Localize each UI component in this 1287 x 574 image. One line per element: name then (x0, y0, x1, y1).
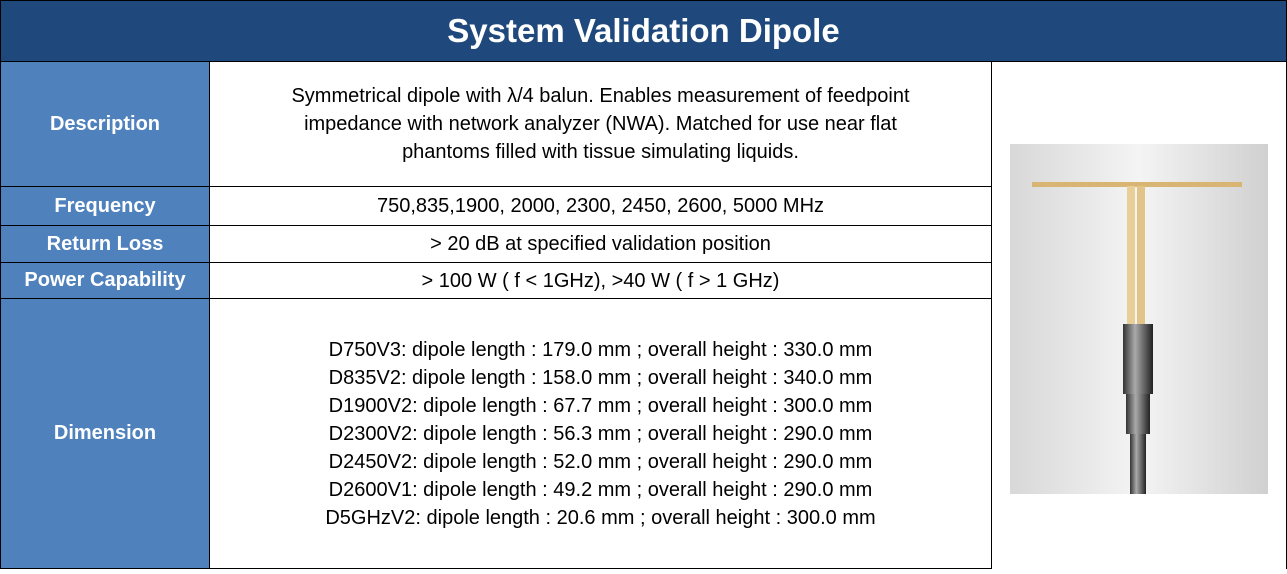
row-label: Power Capability (0, 263, 210, 299)
page: System Validation Dipole Description Symm… (0, 0, 1287, 569)
text-line: > 100 W ( f < 1GHz), >40 W ( f > 1 GHz) (422, 267, 780, 295)
row-value: > 100 W ( f < 1GHz), >40 W ( f > 1 GHz) (210, 263, 992, 299)
text-line: D2600V1: dipole length : 49.2 mm ; overa… (329, 476, 873, 504)
text-line: phantoms filled with tissue simulating l… (402, 138, 799, 166)
row-value: 750,835,1900, 2000, 2300, 2450, 2600, 50… (210, 187, 992, 226)
text-line: impedance with network analyzer (NWA). M… (304, 110, 897, 138)
row-value: D750V3: dipole length : 179.0 mm ; overa… (210, 299, 992, 569)
title: System Validation Dipole (0, 0, 1287, 62)
text-line: D1900V2: dipole length : 67.7 mm ; overa… (329, 392, 873, 420)
text-line: D835V2: dipole length : 158.0 mm ; overa… (329, 364, 873, 392)
row-label: Dimension (0, 299, 210, 569)
row-label: Frequency (0, 187, 210, 226)
text-line: Symmetrical dipole with λ/4 balun. Enabl… (291, 82, 909, 110)
row-value: > 20 dB at specified validation position (210, 226, 992, 263)
image-cell (992, 62, 1287, 569)
row-label: Return Loss (0, 226, 210, 263)
row-label: Description (0, 62, 210, 187)
text-line: D2300V2: dipole length : 56.3 mm ; overa… (329, 420, 873, 448)
text-line: > 20 dB at specified validation position (430, 230, 771, 258)
text-line: D5GHzV2: dipole length : 20.6 mm ; overa… (325, 504, 875, 532)
text-line: D2450V2: dipole length : 52.0 mm ; overa… (329, 448, 873, 476)
dipole-photo (992, 62, 1286, 569)
text-line: 750,835,1900, 2000, 2300, 2450, 2600, 50… (377, 192, 824, 220)
row-value: Symmetrical dipole with λ/4 balun. Enabl… (210, 62, 992, 187)
text-line: D750V3: dipole length : 179.0 mm ; overa… (329, 336, 873, 364)
